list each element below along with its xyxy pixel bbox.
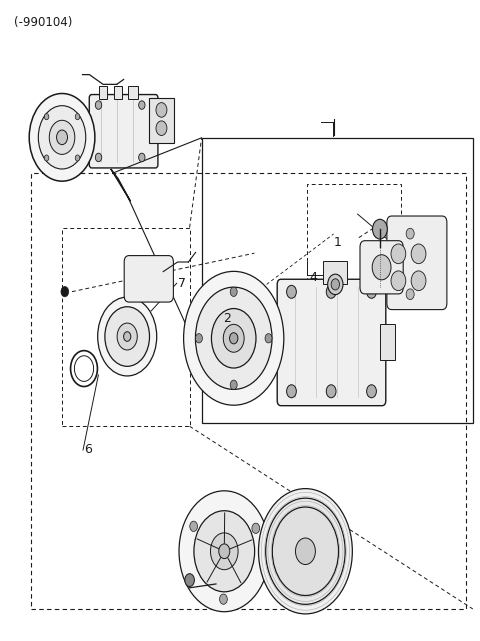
Circle shape — [265, 334, 272, 343]
Circle shape — [223, 324, 244, 353]
Text: 6: 6 — [84, 444, 92, 456]
Circle shape — [406, 228, 414, 239]
Circle shape — [219, 544, 230, 558]
Circle shape — [372, 254, 391, 280]
Circle shape — [38, 106, 86, 169]
Circle shape — [183, 271, 284, 405]
Text: 3: 3 — [386, 236, 394, 249]
Circle shape — [75, 155, 80, 161]
Circle shape — [406, 289, 414, 299]
Bar — [380, 324, 395, 360]
Circle shape — [96, 153, 102, 162]
Circle shape — [195, 287, 272, 390]
Circle shape — [179, 491, 270, 612]
Text: (-990104): (-990104) — [14, 16, 73, 29]
Circle shape — [296, 538, 315, 565]
Bar — [323, 261, 347, 285]
Circle shape — [367, 285, 376, 298]
Circle shape — [326, 385, 336, 398]
Circle shape — [287, 385, 296, 398]
Text: 7: 7 — [178, 277, 186, 290]
Bar — [149, 98, 174, 144]
Circle shape — [411, 271, 426, 290]
Circle shape — [98, 297, 156, 376]
Circle shape — [185, 574, 194, 587]
Circle shape — [156, 103, 167, 117]
Bar — [307, 184, 401, 290]
Circle shape — [287, 285, 296, 298]
Circle shape — [57, 130, 68, 145]
Circle shape — [367, 385, 376, 398]
Text: 4: 4 — [310, 271, 317, 284]
Circle shape — [259, 488, 352, 614]
Circle shape — [210, 533, 238, 570]
Circle shape — [29, 94, 95, 181]
Bar — [202, 138, 473, 423]
Circle shape — [44, 113, 49, 120]
Circle shape — [230, 380, 237, 390]
Polygon shape — [111, 169, 131, 201]
FancyBboxPatch shape — [360, 241, 403, 294]
Text: 5: 5 — [420, 290, 428, 303]
Bar — [114, 85, 122, 99]
Circle shape — [117, 323, 137, 350]
Circle shape — [190, 521, 197, 531]
Circle shape — [230, 287, 237, 297]
FancyBboxPatch shape — [124, 256, 173, 302]
Bar — [62, 228, 190, 426]
Circle shape — [96, 101, 102, 110]
Bar — [31, 173, 466, 609]
Circle shape — [372, 219, 387, 239]
Text: 2: 2 — [223, 312, 231, 325]
Circle shape — [156, 121, 167, 135]
Circle shape — [75, 113, 80, 120]
Bar — [98, 85, 107, 99]
Circle shape — [195, 334, 203, 343]
Text: 1: 1 — [334, 236, 341, 249]
Circle shape — [211, 308, 256, 368]
Circle shape — [265, 498, 345, 604]
Circle shape — [331, 279, 339, 290]
Circle shape — [326, 285, 336, 298]
FancyBboxPatch shape — [387, 216, 447, 310]
Circle shape — [49, 121, 75, 154]
Circle shape — [139, 101, 145, 110]
Circle shape — [139, 153, 145, 162]
FancyBboxPatch shape — [89, 94, 158, 168]
Circle shape — [391, 271, 406, 290]
Circle shape — [272, 507, 338, 595]
Circle shape — [44, 155, 49, 161]
FancyBboxPatch shape — [277, 279, 386, 406]
Circle shape — [219, 594, 228, 604]
Circle shape — [411, 244, 426, 263]
Circle shape — [61, 287, 69, 297]
Circle shape — [328, 274, 343, 295]
Circle shape — [194, 511, 254, 592]
Circle shape — [105, 307, 150, 367]
Circle shape — [391, 244, 406, 263]
Circle shape — [229, 333, 238, 344]
Circle shape — [252, 523, 260, 533]
Bar — [128, 85, 138, 99]
Circle shape — [124, 332, 131, 342]
